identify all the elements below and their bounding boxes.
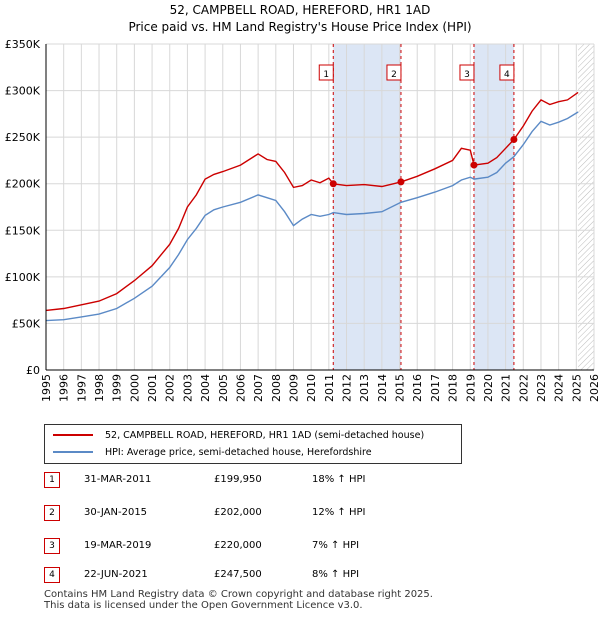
x-tick-label: 2026 (588, 374, 600, 402)
sale-number-badge: 4 (44, 567, 60, 583)
chart-subtitle: Price paid vs. HM Land Registry's House … (128, 20, 472, 34)
sale-number-label: 2 (391, 70, 397, 80)
sale-point (470, 161, 478, 169)
x-tick-label: 2021 (500, 374, 513, 402)
sale-date: 30-JAN-2015 (84, 507, 148, 518)
footer-licence: This data is licensed under the Open Gov… (44, 600, 363, 611)
x-tick-label: 2012 (341, 374, 354, 402)
sale-row: 2 30-JAN-2015 £202,000 12% ↑ HPI (0, 503, 600, 523)
x-tick-label: 1998 (93, 374, 106, 402)
sale-price: £220,000 (214, 540, 262, 551)
sale-number-badge: 3 (44, 538, 60, 554)
property-price-line (45, 91, 579, 312)
x-tick-label: 2002 (164, 374, 177, 402)
sale-row: 4 22-JUN-2021 £247,500 8% ↑ HPI (0, 565, 600, 585)
x-tick-label: 2000 (128, 374, 141, 402)
y-tick-label: £200K (5, 178, 41, 191)
price-chart: £0 £50K £100K £150K £200K £250K £300K £350K 1995… (5, 38, 600, 402)
x-tick-label: 2024 (553, 374, 566, 402)
x-tick-label: 2017 (429, 374, 442, 402)
chart-title: 52, CAMPBELL ROAD, HEREFORD, HR1 1AD (169, 3, 431, 17)
x-tick-label: 2005 (217, 374, 230, 402)
shaded-period (333, 44, 401, 370)
sale-hpi-diff: 18% ↑ HPI (312, 474, 366, 485)
sale-point (397, 178, 405, 186)
sale-date: 31-MAR-2011 (84, 474, 152, 485)
y-tick-label: £250K (5, 131, 41, 144)
sale-number-box (499, 64, 515, 81)
y-tick-label: £150K (5, 224, 41, 237)
legend-label-hpi: HPI: Average price, semi-detached house,… (105, 446, 372, 458)
x-tick-label: 2019 (464, 374, 477, 402)
sale-number-box (318, 64, 334, 81)
x-tick-label: 2001 (146, 374, 159, 402)
y-tick-label: £350K (5, 38, 41, 51)
x-tick-label: 2014 (376, 374, 389, 402)
x-tick-label: 2023 (535, 374, 548, 402)
sale-number-label: 3 (464, 70, 470, 80)
shaded-period (473, 44, 514, 370)
footer-copyright: Contains HM Land Registry data © Crown c… (44, 589, 433, 600)
sale-price: £247,500 (214, 569, 262, 580)
x-tick-label: 2010 (305, 374, 318, 402)
x-tick-label: 2007 (252, 374, 265, 402)
x-tick-label: 1995 (40, 374, 53, 402)
sale-number-box (459, 64, 475, 81)
x-tick-label: 2009 (287, 374, 300, 402)
sale-hpi-diff: 12% ↑ HPI (312, 507, 366, 518)
sale-row: 1 31-MAR-2011 £199,950 18% ↑ HPI (0, 470, 600, 490)
sale-point (329, 180, 337, 188)
sale-number-badge: 1 (44, 472, 60, 488)
x-tick-label: 2016 (411, 374, 424, 402)
y-tick-label: £300K (5, 85, 41, 98)
x-tick-label: 1999 (111, 374, 124, 402)
x-tick-label: 2004 (199, 374, 212, 402)
legend-item-property: 52, CAMPBELL ROAD, HEREFORD, HR1 1AD (se… (53, 427, 424, 443)
sale-price: £202,000 (214, 507, 262, 518)
sale-point (510, 135, 518, 143)
y-tick-label: £50K (12, 317, 41, 330)
x-tick-label: 2022 (517, 374, 530, 402)
x-tick-label: 1997 (75, 374, 88, 402)
sale-date: 22-JUN-2021 (84, 569, 148, 580)
hpi-line (45, 111, 579, 322)
forecast-hatch (578, 44, 594, 370)
x-tick-label: 2015 (394, 374, 407, 402)
footer: Contains HM Land Registry data © Crown c… (44, 589, 433, 611)
sale-number-box (386, 64, 402, 81)
y-tick-label: £0 (26, 364, 40, 377)
legend-swatch-red (53, 434, 93, 436)
legend-label-property: 52, CAMPBELL ROAD, HEREFORD, HR1 1AD (se… (105, 429, 425, 441)
legend-item-hpi: HPI: Average price, semi-detached house,… (53, 444, 372, 460)
x-tick-label: 2008 (270, 374, 283, 402)
sale-number-label: 1 (323, 70, 329, 80)
sale-price: £199,950 (214, 474, 262, 485)
y-tick-label: £100K (5, 271, 41, 284)
legend: 52, CAMPBELL ROAD, HEREFORD, HR1 1AD (se… (44, 424, 462, 464)
sale-hpi-diff: 7% ↑ HPI (312, 540, 360, 551)
sale-hpi-diff: 8% ↑ HPI (312, 569, 360, 580)
sale-row: 3 19-MAR-2019 £220,000 7% ↑ HPI (0, 536, 600, 556)
x-tick-label: 2011 (323, 374, 336, 402)
x-tick-label: 1996 (58, 374, 71, 402)
x-tick-label: 2025 (570, 374, 583, 402)
x-tick-label: 2006 (234, 374, 247, 402)
sale-date: 19-MAR-2019 (84, 540, 152, 551)
x-tick-label: 2003 (181, 374, 194, 402)
sale-number-badge: 2 (44, 505, 60, 521)
x-tick-label: 2018 (447, 374, 460, 402)
sale-number-label: 4 (504, 70, 510, 80)
x-tick-label: 2020 (482, 374, 495, 402)
legend-swatch-blue (53, 451, 93, 453)
x-tick-label: 2013 (358, 374, 371, 402)
